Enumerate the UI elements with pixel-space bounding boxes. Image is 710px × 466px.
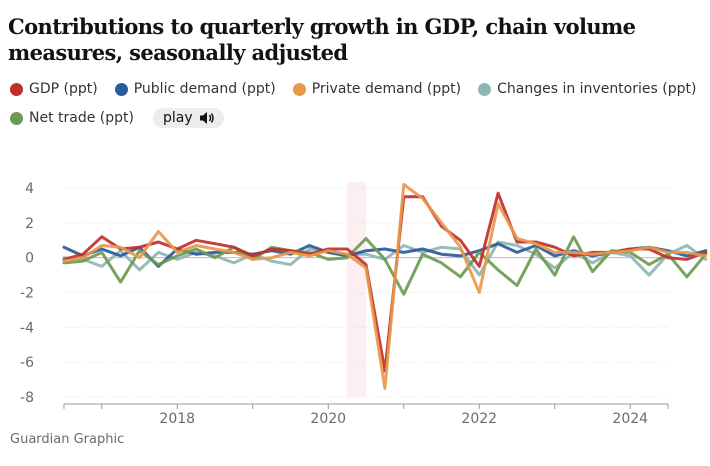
x-tick-label: 2024 bbox=[612, 411, 648, 427]
legend-item-net-trade: Net trade (ppt) bbox=[10, 110, 134, 126]
series-line-net-trade bbox=[62, 235, 708, 296]
series-line-gdp bbox=[62, 191, 708, 373]
legend-label-public-demand: Public demand (ppt) bbox=[133, 81, 276, 97]
legend-swatch-public-demand bbox=[114, 82, 128, 96]
legend-label-inventories: Changes in inventories (ppt) bbox=[497, 81, 697, 97]
series-line-private-demand bbox=[62, 183, 708, 390]
y-tick-label: -6 bbox=[20, 355, 34, 371]
highlight-band bbox=[347, 182, 366, 397]
legend-label-private-demand: Private demand (ppt) bbox=[311, 81, 462, 97]
x-tick-label: 2018 bbox=[159, 411, 195, 427]
legend-row-2: Net trade (ppt) play bbox=[10, 107, 700, 129]
y-tick-label: -4 bbox=[20, 320, 34, 336]
legend-swatch-inventories bbox=[478, 82, 492, 96]
legend-item-gdp: GDP (ppt) bbox=[10, 81, 98, 97]
legend-item-private-demand: Private demand (ppt) bbox=[292, 81, 462, 97]
play-button[interactable]: play bbox=[153, 108, 224, 128]
y-tick-label: 2 bbox=[25, 216, 34, 232]
speaker-icon bbox=[199, 112, 214, 124]
y-tick-label: -2 bbox=[20, 286, 34, 302]
legend-swatch-gdp bbox=[10, 82, 23, 96]
source-credit: Guardian Graphic bbox=[10, 432, 125, 447]
chart-title: Contributions to quarterly growth in GDP… bbox=[8, 14, 636, 65]
legend-item-public-demand: Public demand (ppt) bbox=[114, 81, 276, 97]
y-tick-label: -8 bbox=[20, 390, 34, 406]
legend-label-net-trade: Net trade (ppt) bbox=[29, 110, 134, 126]
legend-row-1: GDP (ppt) Public demand (ppt) Private de… bbox=[10, 78, 700, 100]
legend: GDP (ppt) Public demand (ppt) Private de… bbox=[10, 78, 700, 136]
legend-swatch-net-trade bbox=[10, 111, 23, 125]
play-button-label: play bbox=[163, 110, 193, 126]
y-tick-label: 0 bbox=[25, 251, 34, 267]
legend-item-inventories: Changes in inventories (ppt) bbox=[478, 81, 696, 97]
legend-swatch-private-demand bbox=[292, 82, 306, 96]
x-tick-label: 2022 bbox=[461, 411, 497, 427]
y-tick-label: 4 bbox=[25, 181, 34, 197]
legend-label-gdp: GDP (ppt) bbox=[29, 81, 98, 97]
x-tick-label: 2020 bbox=[310, 411, 346, 427]
